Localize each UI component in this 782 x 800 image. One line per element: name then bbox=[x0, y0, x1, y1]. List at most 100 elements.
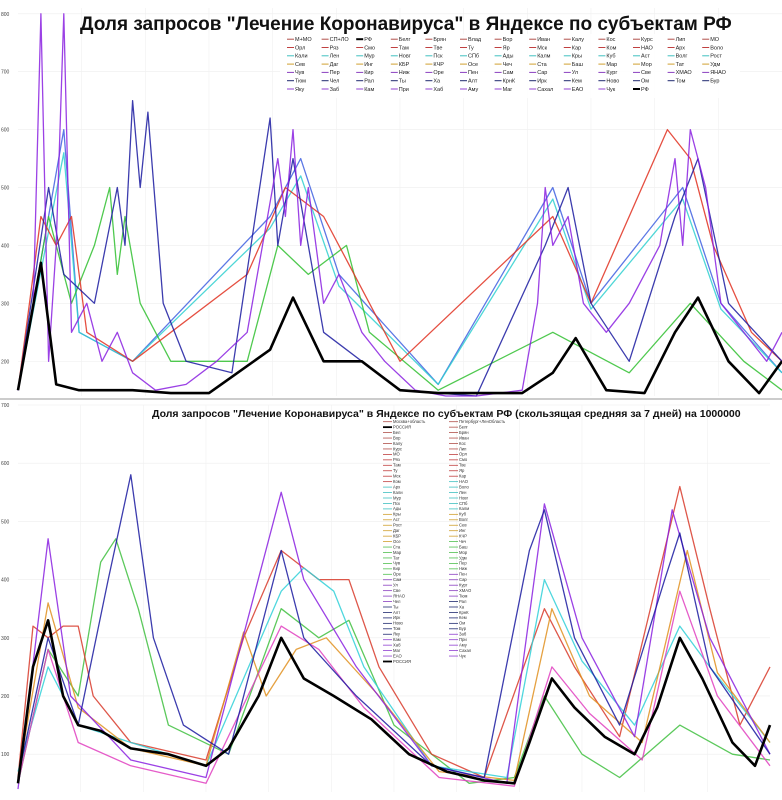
legend-label: Смо bbox=[364, 45, 375, 51]
legend-label: Тве bbox=[459, 463, 467, 468]
bottom-chart: 100 200 300 400 500 600 700 Доля запросов "Леч… bbox=[1, 403, 772, 792]
legend-label: Бур bbox=[710, 79, 719, 85]
legend-label: Рост bbox=[710, 54, 722, 60]
legend-label: Пск bbox=[433, 54, 443, 60]
legend-label: Пер bbox=[330, 70, 340, 76]
legend-label: Мск bbox=[537, 45, 547, 51]
legend-label: Алт bbox=[393, 610, 400, 615]
legend-label: Лип bbox=[676, 37, 686, 43]
legend-label: СПб bbox=[468, 54, 479, 60]
legend-label: Све bbox=[641, 70, 651, 76]
legend-label: При bbox=[399, 87, 409, 93]
legend-label: Ирк bbox=[537, 79, 547, 85]
legend-label: Осе bbox=[468, 62, 478, 68]
legend-label: РОССИЯ bbox=[393, 659, 411, 664]
legend-label: Ниж bbox=[399, 70, 410, 76]
legend-label: Кир bbox=[364, 70, 373, 76]
legend-label: РОССИЯ bbox=[393, 424, 411, 429]
legend-label: Волг bbox=[676, 54, 688, 60]
bottom-legend: Москва+областьРОССИЯБелВорКалуКурсМОРязТ… bbox=[383, 419, 506, 664]
legend-label: Тюм bbox=[295, 79, 306, 85]
legend-label: Ту bbox=[468, 45, 474, 51]
legend-label: Ту bbox=[393, 468, 398, 473]
legend-label: Том bbox=[676, 79, 686, 85]
legend-label: Ады bbox=[503, 54, 514, 60]
y-tick-label: 200 bbox=[1, 359, 10, 365]
legend-label: Оре bbox=[393, 572, 402, 577]
legend-label: Пен bbox=[468, 70, 478, 76]
legend-label: Вор bbox=[393, 435, 401, 440]
legend-label: Там bbox=[399, 45, 409, 51]
legend-label: Лип bbox=[459, 446, 466, 451]
legend-label: Калу bbox=[572, 37, 584, 43]
legend-label: Куб bbox=[459, 512, 467, 517]
legend-label: Сахал bbox=[537, 87, 553, 93]
legend-label: Бел bbox=[393, 430, 401, 435]
legend-label: Мор bbox=[459, 550, 468, 555]
top-legend: М+МО СП+ЛО РФ Белг Брян Влад Вор Иван Калу Кос Кур… bbox=[280, 34, 740, 98]
legend-label: Ниж bbox=[459, 566, 467, 571]
top-y-axis: 200 300 400 500 600 700 800 bbox=[1, 12, 10, 365]
legend-label: Чеч bbox=[459, 539, 466, 544]
legend-label: Петербург+ЛенОбласть bbox=[459, 419, 506, 424]
y-tick-label: 500 bbox=[1, 186, 10, 192]
series-line-Ком bbox=[17, 567, 771, 779]
legend-label: Сар bbox=[459, 577, 467, 582]
series-line-РОССИЯ bbox=[16, 618, 772, 785]
legend-label: Чук bbox=[459, 653, 466, 658]
legend-label: Ком bbox=[393, 479, 401, 484]
legend-label: Ул bbox=[572, 70, 578, 76]
legend-label: Ха bbox=[459, 604, 465, 609]
legend-label: Иван bbox=[537, 37, 550, 43]
legend-label: Калм bbox=[537, 54, 550, 60]
legend-label: Там bbox=[393, 463, 401, 468]
legend-label: Чук bbox=[606, 87, 615, 93]
legend-label: ЯНАО bbox=[393, 593, 406, 598]
legend-label: Калу bbox=[393, 441, 403, 446]
legend-label: Влад bbox=[468, 37, 482, 43]
legend-label: Мур bbox=[364, 54, 374, 60]
legend-label: Рост bbox=[393, 523, 402, 528]
legend-label: Све bbox=[393, 588, 401, 593]
legend-label: Кос bbox=[606, 37, 615, 43]
y-tick-label: 700 bbox=[1, 403, 10, 409]
series-line-Куб bbox=[17, 186, 782, 391]
legend-label: Осе bbox=[393, 539, 401, 544]
legend-label: Кос bbox=[459, 441, 466, 446]
legend-label: ХМАО bbox=[459, 588, 472, 593]
series-line-Пер bbox=[17, 590, 771, 787]
legend-label: Заб bbox=[330, 87, 340, 93]
legend-label: Ты bbox=[399, 79, 406, 85]
legend-label: ХМАО bbox=[676, 70, 693, 76]
legend-label: Брян bbox=[459, 430, 469, 435]
legend-label: Калм bbox=[459, 506, 469, 511]
legend-label: Мар bbox=[393, 550, 402, 555]
series-line-Москва+область bbox=[17, 474, 771, 779]
legend-label: Арх bbox=[676, 45, 686, 51]
legend-label: Ха bbox=[433, 79, 441, 85]
legend-label: Москва+область bbox=[393, 419, 426, 424]
legend-label: Белг bbox=[399, 37, 411, 43]
legend-label: Чув bbox=[295, 70, 304, 76]
legend-label: Белг bbox=[459, 424, 468, 429]
legend-label: Оре bbox=[433, 70, 443, 76]
top-chart: 200 300 400 500 600 700 800 Доля запросов "Леч… bbox=[0, 0, 782, 398]
top-grid bbox=[18, 8, 782, 396]
legend-label: РФ bbox=[641, 87, 649, 93]
legend-label: Баш bbox=[572, 62, 584, 68]
y-tick-label: 800 bbox=[1, 12, 10, 18]
legend-label: Волг bbox=[459, 517, 468, 522]
legend-label: Яку bbox=[295, 87, 304, 93]
legend-label: Удм bbox=[459, 555, 467, 560]
legend-label: СПб bbox=[459, 501, 468, 506]
legend-label: Яку bbox=[393, 632, 401, 637]
legend-label: Ирк bbox=[393, 615, 400, 620]
legend-label: ЯНАО bbox=[710, 70, 726, 76]
legend-label: Инг bbox=[459, 528, 466, 533]
top-chart-title: Доля запросов "Лечение Коронавируса" в Я… bbox=[80, 14, 732, 35]
legend-label: КБР bbox=[399, 62, 410, 68]
legend-label: Сам bbox=[393, 577, 401, 582]
legend-label: Рал bbox=[364, 79, 374, 85]
legend-label: Удм bbox=[710, 62, 720, 68]
legend-label: Новг bbox=[399, 54, 411, 60]
